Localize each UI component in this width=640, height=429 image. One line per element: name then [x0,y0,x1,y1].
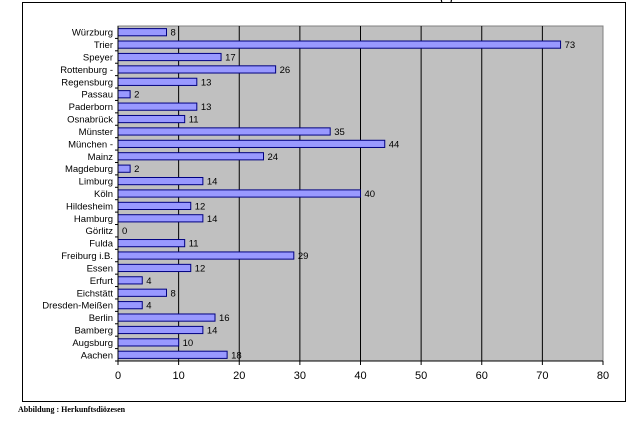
bar [117,114,186,124]
category-label: Trier [94,40,113,51]
category-label: Würzburg [72,28,113,39]
data-label: 18 [231,350,242,361]
category-label: Dresden-Meißen [42,301,113,312]
data-label: 4 [146,301,151,312]
category-label: Magdeburg [65,164,113,175]
bar [117,189,361,198]
bar [117,301,143,310]
category-label: Osnabrück [67,115,113,126]
data-label: 8 [171,28,176,39]
data-label: 2 [134,164,139,175]
data-label: 14 [207,325,218,336]
bar [117,263,192,273]
data-label: 8 [171,288,176,299]
data-label: 14 [207,177,218,188]
x-tick-label: 40 [354,370,366,382]
category-label: Passau [81,90,113,101]
bar [117,201,192,211]
data-label: 0 [122,226,127,237]
data-label: 17 [225,53,236,64]
x-tick-label: 60 [476,370,488,382]
category-label: Paderborn [69,102,113,113]
data-label: 14 [207,214,218,225]
data-label: 13 [201,77,212,88]
category-label: Regensburg [61,77,113,88]
bar [117,350,228,359]
bar [117,65,277,74]
data-label: 16 [219,313,230,324]
x-tick-label: 80 [597,370,609,382]
x-tick-label: 50 [415,370,427,382]
chart-frame: Würzburg Trier Speyer Rottenburg - Regensbur… [22,2,626,402]
bar [117,176,204,186]
category-label: Aachen [81,350,113,361]
category-label: München - [68,139,113,150]
data-label: 11 [189,239,199,250]
bar [117,313,216,322]
bar [117,325,204,335]
bar [117,102,198,111]
data-label: 2 [134,90,139,101]
category-label: Speyer [83,53,113,64]
bar [117,77,198,86]
bar [117,139,386,148]
data-label: 44 [389,139,400,150]
category-label: Augsburg [72,338,113,349]
category-label: Fulda [89,239,113,250]
data-label: 73 [565,40,576,51]
category-label: Görlitz [86,226,114,237]
category-label: Köln [94,189,113,200]
bar [117,90,131,99]
data-label: 10 [183,338,194,349]
category-label: Münster [79,127,113,138]
bar [117,288,167,297]
category-label: Limburg [79,177,113,188]
bar [117,152,264,161]
x-axis-ticks: 0 10 20 30 40 50 60 70 80 [115,26,609,382]
bar [117,214,204,223]
bar [117,239,186,248]
category-label: Rottenburg - [60,65,113,76]
x-tick-label: 70 [536,370,548,382]
data-label: 12 [195,263,206,274]
x-tick-label: 10 [173,370,185,382]
category-label: Eichstätt [77,288,114,299]
category-label: Freiburg i.B. [61,251,113,262]
data-label: 29 [298,251,309,262]
data-labels: 8731726132131135442421440121401129124841… [122,28,575,362]
bar [117,127,331,136]
figure-caption: Abbildung : Herkunftsdiözesen [18,405,126,414]
data-label: 11 [189,115,199,126]
data-label: 12 [195,201,206,212]
bar [117,251,295,260]
data-label: 13 [201,102,212,113]
category-label: Berlin [89,313,113,324]
category-label: Erfurt [90,276,114,287]
category-label: Hildesheim [66,201,113,212]
bar [117,164,131,173]
bar [117,276,143,285]
bar [117,28,167,37]
category-label: Essen [87,263,113,274]
category-label: Bamberg [74,325,113,336]
data-label: 4 [146,276,151,287]
bar [117,52,222,62]
data-label: 26 [280,65,291,76]
category-label: Hamburg [74,214,113,225]
x-tick-label: 0 [115,370,121,382]
bar [117,40,562,49]
category-label: Mainz [88,152,114,163]
x-tick-label: 20 [233,370,245,382]
data-label: 35 [334,127,345,138]
data-label: 24 [268,152,279,163]
bar [117,338,180,347]
data-label: 40 [365,189,376,200]
x-tick-label: 30 [294,370,306,382]
